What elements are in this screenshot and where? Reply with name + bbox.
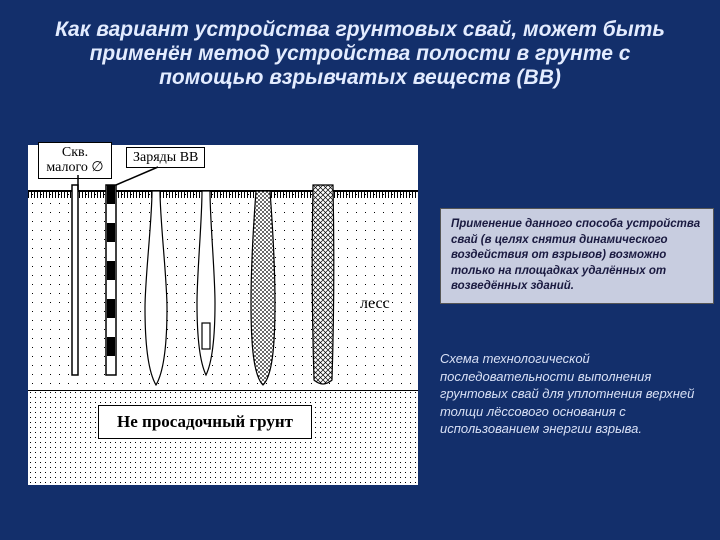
slide-title: Как вариант устройства грунтовых свай, м… bbox=[0, 0, 720, 100]
label-less: лесс bbox=[360, 295, 390, 313]
diagram: Скв. малого ∅ Заряды ВВ лесс Не просадоч… bbox=[28, 145, 418, 485]
note-box: Применение данного способа устройства св… bbox=[440, 208, 714, 304]
label-bottom: Не просадочный грунт bbox=[98, 405, 312, 439]
caption: Схема технологической последовательности… bbox=[440, 350, 700, 438]
slide: Как вариант устройства грунтовых свай, м… bbox=[0, 0, 720, 540]
leader-lines bbox=[28, 145, 418, 205]
